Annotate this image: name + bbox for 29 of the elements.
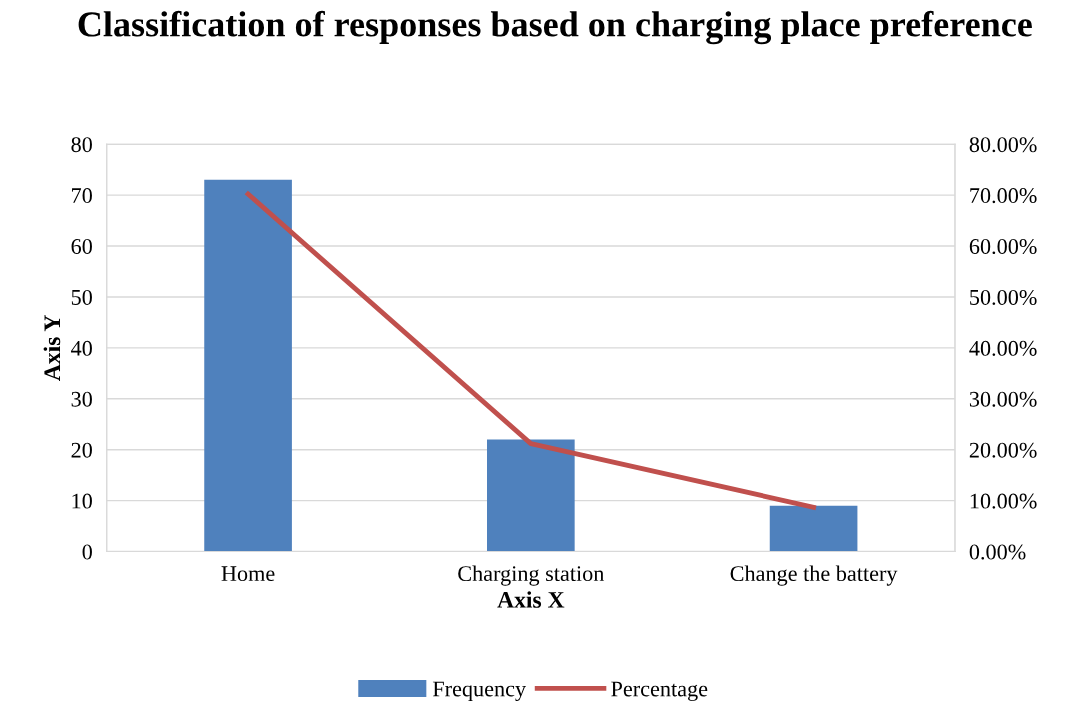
y2-tick-label: 40.00% xyxy=(969,340,1037,356)
y2-tick-label: 20.00% xyxy=(969,442,1037,458)
y-tick-label: 40 xyxy=(71,340,92,356)
y2-tick-label: 80.00% xyxy=(969,137,1037,153)
bar xyxy=(769,505,858,552)
y-tick-label: 80 xyxy=(71,137,92,153)
y2-tick-label: 70.00% xyxy=(970,188,1037,204)
x-tick-label: Home xyxy=(221,566,275,582)
y2-tick-label: 60.00% xyxy=(969,238,1037,255)
x-axis-title: Axis X xyxy=(497,591,565,608)
bar xyxy=(487,439,575,552)
y-tick-label: 50 xyxy=(71,289,92,305)
y2-tick-label: 50.00% xyxy=(970,289,1037,305)
y-tick-label: 10 xyxy=(72,493,92,509)
y-tick-label: 60 xyxy=(71,238,92,254)
y2-tick-label: 0.00% xyxy=(969,544,1026,560)
legend-label: Percentage xyxy=(611,681,708,701)
y-tick-label: 30 xyxy=(71,391,92,407)
legend-label: Frequency xyxy=(432,681,527,701)
y-tick-label: 70 xyxy=(72,188,92,204)
y2-tick-label: 10.00% xyxy=(970,493,1037,509)
y-tick-label: 20 xyxy=(71,442,92,458)
y-axis-title: Axis Y xyxy=(43,315,61,381)
x-tick-label: Change the battery xyxy=(730,565,898,586)
chart-title: Classification of responses based on charging place preference xyxy=(78,10,1032,45)
x-tick-label: Charging station xyxy=(458,565,605,586)
bar xyxy=(204,179,292,552)
y-tick-label: 0 xyxy=(82,544,92,560)
y2-tick-label: 30.00% xyxy=(969,391,1037,407)
